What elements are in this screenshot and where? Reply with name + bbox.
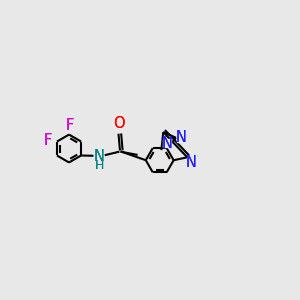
Text: F: F xyxy=(44,133,52,148)
Bar xyxy=(45,136,51,144)
Text: O: O xyxy=(113,116,124,131)
Bar xyxy=(177,134,185,142)
Text: F: F xyxy=(44,133,52,148)
Text: F: F xyxy=(65,118,74,133)
Text: O: O xyxy=(113,116,124,131)
Text: N: N xyxy=(176,130,187,145)
Text: N: N xyxy=(176,130,187,145)
Bar xyxy=(66,122,73,129)
Bar xyxy=(163,139,171,147)
Bar xyxy=(187,158,195,166)
Text: N: N xyxy=(186,155,196,170)
Bar xyxy=(114,120,123,127)
Text: N: N xyxy=(94,149,105,164)
Text: H: H xyxy=(95,159,104,172)
Text: N: N xyxy=(161,136,172,151)
Bar xyxy=(96,162,102,169)
Bar xyxy=(96,153,103,161)
Text: N: N xyxy=(161,136,172,151)
Text: H: H xyxy=(95,159,104,172)
Text: N: N xyxy=(94,149,105,164)
Text: F: F xyxy=(65,118,74,133)
Text: N: N xyxy=(186,155,196,170)
